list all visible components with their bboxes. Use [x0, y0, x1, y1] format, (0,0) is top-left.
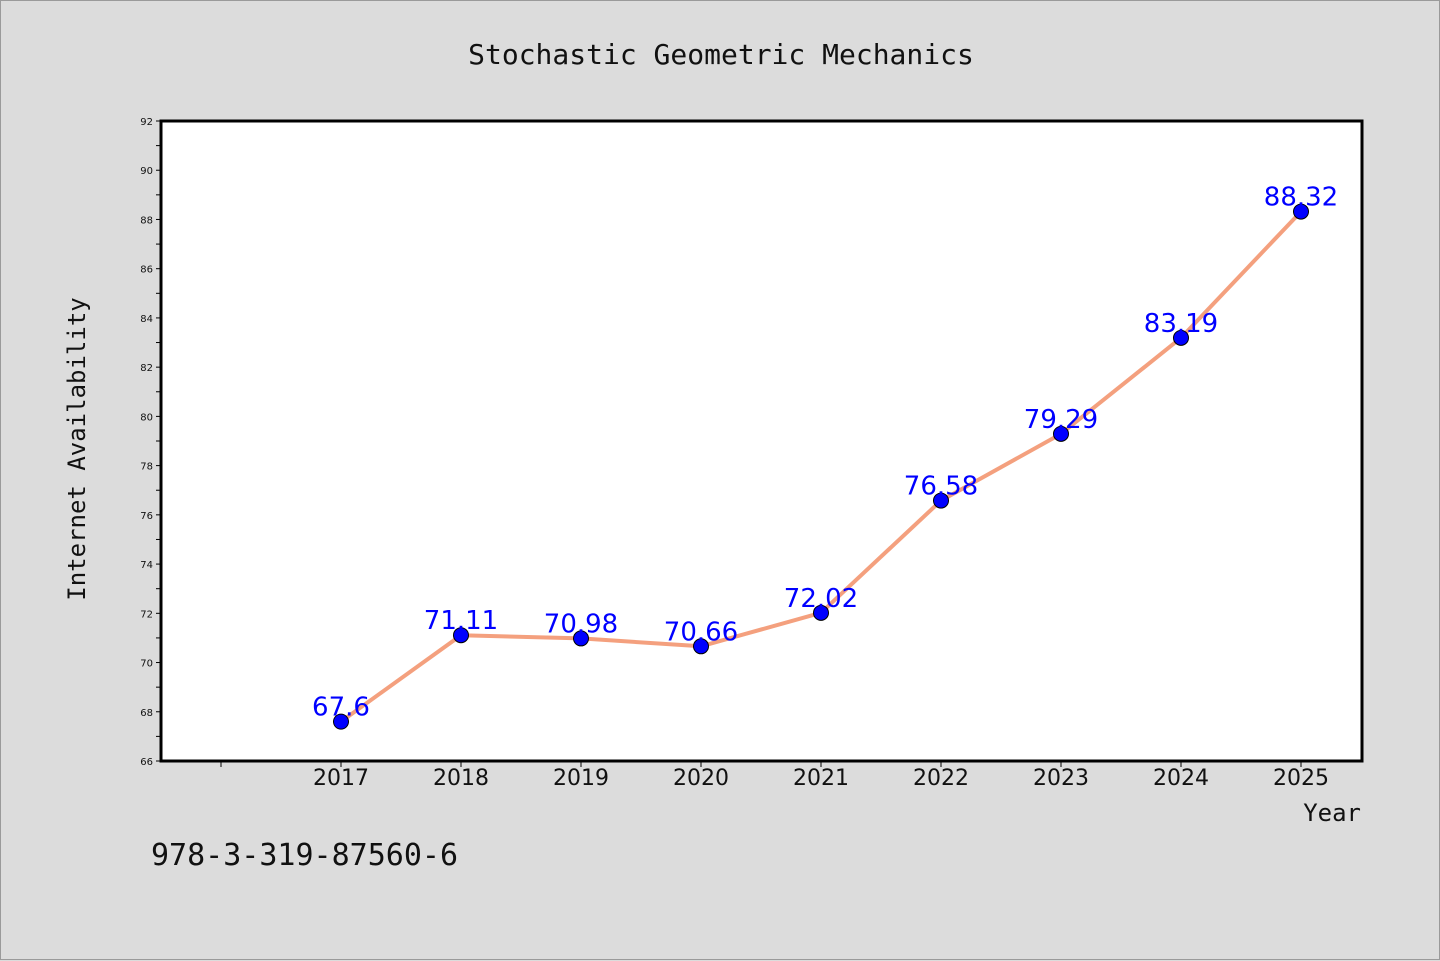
data-point — [1173, 329, 1189, 346]
x-tick-label: 2024 — [1153, 766, 1209, 791]
marker-layer — [333, 203, 1309, 730]
y-tick-label: 80 — [140, 412, 153, 423]
data-point — [933, 492, 949, 509]
chart-title: Stochastic Geometric Mechanics — [468, 38, 974, 71]
x-tick-label: 2017 — [313, 766, 369, 791]
y-tick-label: 86 — [140, 265, 153, 276]
y-tick-label: 90 — [140, 166, 153, 177]
y-tick-label: 72 — [140, 609, 153, 620]
axis-ticks: 66 68 70 72 74 76 78 80 82 84 86 88 90 92 2017 2018 2019… — [140, 117, 1329, 791]
data-label: 70.66 — [664, 617, 738, 647]
data-point — [333, 713, 349, 730]
y-axis-label: Internet Availability — [63, 297, 91, 600]
plot-area — [159, 119, 1364, 763]
data-label: 70.98 — [544, 609, 618, 639]
x-tick-label: 2018 — [433, 766, 489, 791]
data-point — [453, 627, 469, 644]
isbn-annotation: 978-3-319-87560-6 — [151, 838, 458, 873]
data-label: 88.32 — [1264, 183, 1338, 213]
data-point — [693, 638, 709, 655]
data-point — [1053, 425, 1069, 442]
data-label: 67.6 — [312, 693, 370, 723]
x-tick-label: 2023 — [1033, 766, 1089, 791]
y-tick-label: 82 — [140, 363, 153, 374]
y-tick-label: 74 — [140, 560, 153, 571]
x-tick-label: 2022 — [913, 766, 969, 791]
y-tick-label: 92 — [140, 117, 153, 128]
y-tick-label: 66 — [140, 757, 153, 768]
x-axis-label: Year — [1303, 799, 1361, 827]
data-point — [813, 604, 829, 621]
x-tick-label: 2025 — [1273, 766, 1329, 791]
data-label-layer: 67.6 71.11 70.98 70.66 72.02 76.58 79.29 83.19 8… — [312, 183, 1338, 723]
data-label: 79.29 — [1024, 405, 1098, 435]
x-tick-label: 2021 — [793, 766, 849, 791]
data-label: 76.58 — [904, 472, 978, 502]
y-tick-label: 76 — [140, 511, 153, 522]
data-point — [1293, 203, 1309, 220]
data-label: 72.02 — [784, 584, 858, 614]
data-point — [573, 630, 589, 647]
y-tick-label: 84 — [140, 314, 153, 325]
y-tick-label: 78 — [140, 462, 153, 473]
x-tick-label: 2019 — [553, 766, 609, 791]
data-label: 83.19 — [1144, 309, 1218, 339]
y-tick-label: 68 — [140, 708, 153, 719]
y-tick-label: 88 — [140, 215, 153, 226]
y-tick-label: 70 — [140, 659, 153, 670]
data-label: 71.11 — [424, 606, 498, 636]
x-tick-label: 2020 — [673, 766, 729, 791]
